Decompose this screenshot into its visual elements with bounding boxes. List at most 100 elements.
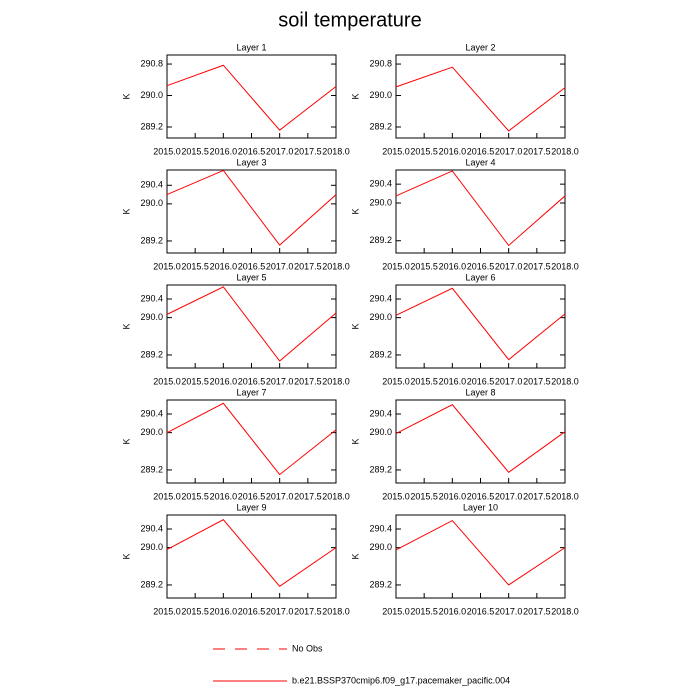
y-tick-label: 290.0 <box>140 312 163 322</box>
x-tick-label: 2018.0 <box>322 261 350 271</box>
series-line <box>166 286 337 362</box>
y-tick-label: 290.4 <box>140 293 163 303</box>
x-tick-label: 2017.0 <box>495 146 523 156</box>
x-tick-label: 2016.5 <box>467 491 495 501</box>
x-tick-label: 2015.5 <box>410 376 438 386</box>
series-line <box>395 170 566 247</box>
x-tick-label: 2018.0 <box>551 261 579 271</box>
x-tick-label: 2017.0 <box>495 606 523 616</box>
y-tick-label: 290.8 <box>369 58 392 68</box>
y-tick-label: 289.2 <box>369 349 392 359</box>
x-tick-label: 2015.0 <box>153 491 181 501</box>
x-tick-label: 2017.0 <box>266 146 294 156</box>
x-tick-label: 2017.5 <box>523 376 551 386</box>
series-line <box>395 66 566 132</box>
y-tick-label: 290.4 <box>140 408 163 418</box>
series-line <box>166 64 337 131</box>
x-tick-label: 2016.5 <box>238 146 266 156</box>
x-tick-label: 2016.0 <box>439 491 467 501</box>
y-axis-label: K <box>121 93 131 99</box>
x-tick-label: 2016.0 <box>210 491 238 501</box>
x-tick-label: 2015.5 <box>410 491 438 501</box>
y-tick-label: 290.8 <box>140 58 163 68</box>
x-tick-label: 2016.5 <box>467 146 495 156</box>
x-tick-label: 2016.0 <box>439 606 467 616</box>
x-tick-label: 2015.5 <box>410 146 438 156</box>
y-axis-label: K <box>350 438 360 444</box>
y-tick-label: 289.2 <box>140 464 163 474</box>
x-tick-label: 2018.0 <box>322 376 350 386</box>
x-tick-label: 2017.0 <box>495 376 523 386</box>
y-axis-label: K <box>121 553 131 559</box>
x-tick-label: 2017.0 <box>266 376 294 386</box>
x-tick-label: 2017.5 <box>294 491 322 501</box>
series-line <box>166 519 337 588</box>
y-tick-label: 290.0 <box>140 198 163 208</box>
y-tick-label: 290.0 <box>369 312 392 322</box>
x-tick-label: 2017.0 <box>495 261 523 271</box>
x-tick-label: 2015.5 <box>410 606 438 616</box>
y-tick-label: 290.0 <box>369 90 392 100</box>
x-tick-label: 2015.0 <box>382 146 410 156</box>
y-axis-label: K <box>121 438 131 444</box>
plot-frame <box>166 54 337 139</box>
x-tick-label: 2016.0 <box>210 606 238 616</box>
x-tick-label: 2016.0 <box>210 376 238 386</box>
x-tick-label: 2015.0 <box>382 606 410 616</box>
x-tick-label: 2017.0 <box>266 261 294 271</box>
y-tick-label: 289.2 <box>369 464 392 474</box>
x-tick-label: 2015.5 <box>181 606 209 616</box>
legend-label: b.e21.BSSP370cmip6.f09_g17.pacemaker_pac… <box>292 675 510 685</box>
y-tick-label: 290.0 <box>140 427 163 437</box>
subplot-title: Layer 9 <box>236 502 266 512</box>
x-tick-label: 2015.0 <box>153 376 181 386</box>
x-tick-label: 2015.0 <box>382 261 410 271</box>
x-tick-label: 2017.5 <box>294 376 322 386</box>
series-line <box>395 287 566 361</box>
x-tick-label: 2016.5 <box>467 261 495 271</box>
y-axis-label: K <box>121 323 131 329</box>
y-tick-label: 290.0 <box>140 542 163 552</box>
subplot-title: Layer 5 <box>236 272 266 282</box>
y-tick-label: 289.2 <box>369 579 392 589</box>
y-tick-label: 290.4 <box>140 180 163 190</box>
y-tick-label: 289.2 <box>369 121 392 131</box>
y-tick-label: 289.2 <box>140 235 163 245</box>
x-tick-label: 2018.0 <box>322 491 350 501</box>
y-tick-label: 289.2 <box>140 579 163 589</box>
plot-frame <box>166 169 337 254</box>
x-tick-label: 2015.0 <box>382 491 410 501</box>
x-tick-label: 2018.0 <box>551 146 579 156</box>
y-axis-label: K <box>350 553 360 559</box>
x-tick-label: 2018.0 <box>551 606 579 616</box>
x-tick-label: 2017.5 <box>523 261 551 271</box>
y-tick-label: 290.4 <box>369 179 392 189</box>
x-tick-label: 2018.0 <box>322 606 350 616</box>
series-line <box>395 519 566 586</box>
x-tick-label: 2015.0 <box>382 376 410 386</box>
x-tick-label: 2017.5 <box>294 606 322 616</box>
y-tick-label: 289.2 <box>140 121 163 131</box>
subplot-title: Layer 8 <box>465 387 495 397</box>
subplot-title: Layer 3 <box>236 157 266 167</box>
x-tick-label: 2015.5 <box>181 146 209 156</box>
x-tick-label: 2016.0 <box>439 146 467 156</box>
plot-frame <box>166 284 337 369</box>
plot-frame <box>395 54 566 139</box>
x-tick-label: 2017.0 <box>495 491 523 501</box>
y-tick-label: 289.2 <box>140 349 163 359</box>
x-tick-label: 2015.0 <box>153 261 181 271</box>
y-axis-label: K <box>350 93 360 99</box>
y-tick-label: 290.4 <box>369 523 392 533</box>
x-tick-label: 2017.5 <box>523 606 551 616</box>
y-tick-label: 290.0 <box>369 197 392 207</box>
x-tick-label: 2016.5 <box>238 491 266 501</box>
subplot-title: Layer 7 <box>236 387 266 397</box>
y-axis-label: K <box>350 208 360 214</box>
y-tick-label: 290.4 <box>140 523 163 533</box>
x-tick-label: 2016.5 <box>238 606 266 616</box>
x-tick-label: 2015.5 <box>181 261 209 271</box>
plot-frame <box>395 514 566 599</box>
figure-title: soil temperature <box>278 9 421 31</box>
